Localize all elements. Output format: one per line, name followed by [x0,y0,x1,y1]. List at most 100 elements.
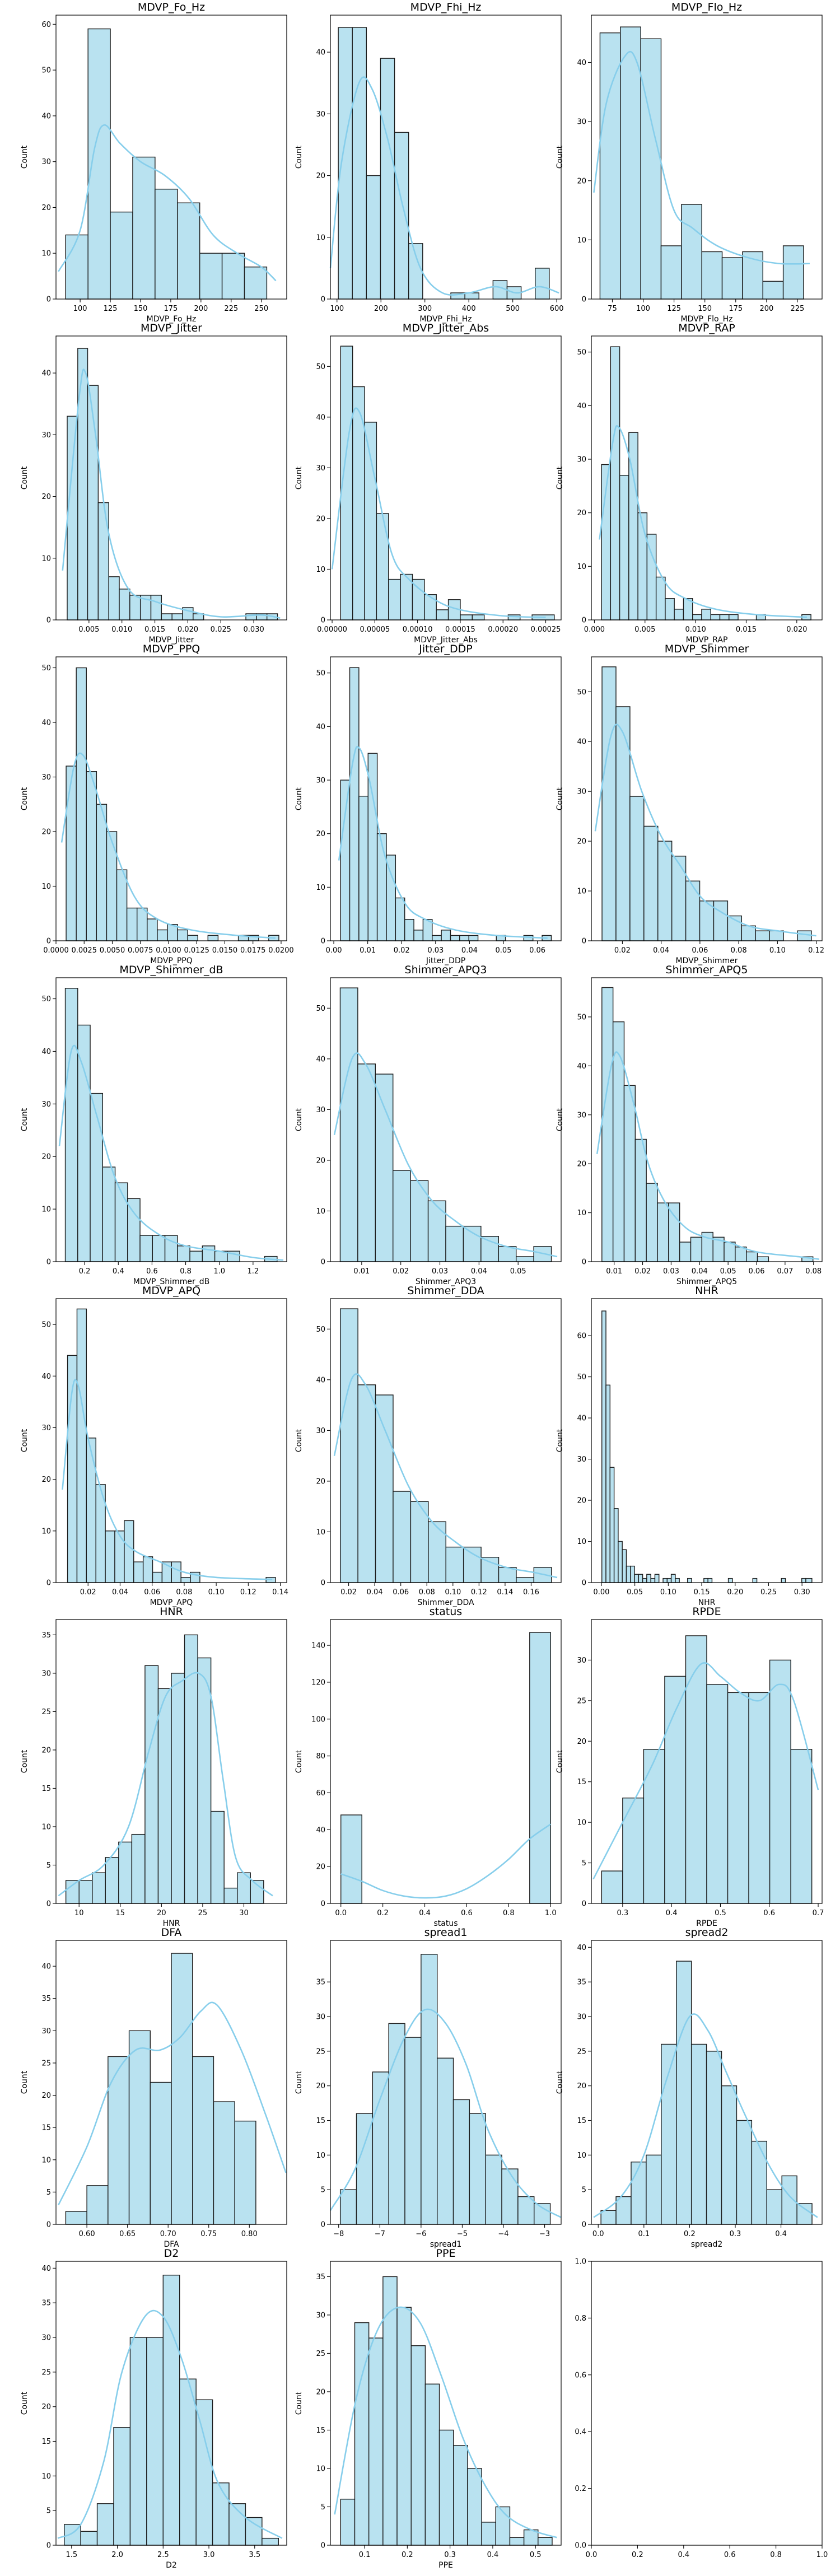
x-tick-label: 20 [157,1909,166,1917]
x-tick-label: 0.04 [461,946,478,955]
histogram-bar [666,1578,672,1583]
y-tick-label: 30 [41,773,51,782]
histogram-bar [613,1508,619,1583]
y-tick-label: 0 [582,1258,586,1267]
axes-frame [330,1940,562,2225]
x-tick-label: 125 [667,305,681,313]
y-axis-label: Count [20,466,29,489]
x-tick-label: 0.04 [653,946,669,955]
y-tick-label: 35 [41,2299,51,2308]
x-tick-label: 0.3 [617,1909,629,1917]
histogram-bar [670,1574,676,1583]
histogram-bar [396,2307,412,2546]
y-tick-label: 10 [316,566,325,574]
x-tick-label: 0.00005 [360,626,390,634]
histogram-bar [664,1676,687,1904]
x-axis-label: MDVP_Jitter [149,636,194,645]
y-axis-label: Count [295,787,304,810]
x-tick-label: 600 [550,305,564,313]
x-tick-label: 3.0 [203,2551,215,2559]
histogram-bar [654,1574,660,1583]
histogram-bar [105,1530,115,1583]
x-tick-label: 0.02 [394,946,410,955]
histogram-bar [605,1384,611,1583]
y-tick-label: 0 [46,937,51,946]
y-tick-label: 30 [577,118,586,127]
histogram-bar [108,576,120,620]
histogram-bar [108,2056,130,2225]
kde-curve [62,1379,273,1580]
x-tick-label: 0.20 [727,1588,743,1597]
axes-frame [55,656,287,941]
y-tick-label: 0 [582,937,586,946]
histogram-bar [78,1880,93,1904]
x-axis-label: Jitter_DDP [426,956,465,965]
y-axis-label: Count [295,1749,304,1773]
subplot-d2: 1.5 2.0 2.5 3.0 3.5 0 5 10 15 20 25 30 35 40 D2 D2 Count [20,2247,287,2570]
y-tick-label: 30 [316,777,325,785]
histogram-bar [177,1245,190,1262]
histogram-bar [642,1578,647,1583]
x-tick-label: 150 [134,305,148,313]
histogram-bar [349,667,360,941]
x-tick-label: 0.06 [144,1588,160,1597]
histogram-bar [210,1810,225,1904]
y-tick-label: 40 [577,738,586,746]
axes-frame [330,1298,562,1583]
histogram-bar [171,613,183,620]
x-tick-label: 0.2 [684,2230,696,2238]
y-tick-label: 0 [46,2542,51,2550]
histogram-bar [388,578,401,620]
histogram-bar [65,2211,87,2225]
histogram-bar [655,576,666,620]
subplot-title: spread1 [424,1926,468,1939]
y-tick-label: 15 [577,2117,586,2125]
y-tick-label: 10 [316,884,325,892]
histogram-bar [637,512,648,620]
histogram-bar [480,1236,499,1262]
histogram-bar [690,1236,703,1262]
x-tick-label: 0.30 [794,1588,810,1597]
histogram-bar [364,422,377,620]
histogram-bar [404,2037,422,2225]
histogram-bar [657,1202,669,1262]
histogram-bar [757,1256,769,1262]
subplot-mdvp-jitter-abs: 0.00000 0.00005 0.00010 0.00015 0.00020 0.000… [295,322,562,645]
x-axis-label: MDVP_RAP [686,636,728,645]
kde-curve [60,752,276,939]
subplot-title: Jitter_DDP [418,643,473,655]
histogram-bar [424,2383,440,2546]
histogram-bar [498,1567,517,1583]
x-tick-label: 250 [254,305,268,313]
y-tick-label: 10 [41,554,51,563]
histogram-bar [223,1887,238,1904]
histogram-bar [142,1556,153,1583]
histogram-bar [534,2203,551,2225]
histogram-bar [340,1814,362,1904]
x-tick-label: 0.0175 [240,946,266,955]
x-tick-label: 0.14 [272,1588,288,1597]
y-axis-label: Count [556,145,564,169]
kde-curve [57,2309,283,2539]
kde-curve [329,2008,562,2218]
histogram-bar [128,2030,151,2225]
histogram-bar [719,614,730,620]
y-tick-label: 20 [41,2092,51,2100]
x-tick-label: 0.0 [335,1909,347,1917]
histogram-bar [534,268,550,300]
y-tick-label: 10 [41,883,51,891]
x-tick-label: 0.5 [715,1909,726,1917]
histogram-bar [436,609,449,620]
y-tick-label: 20 [316,830,325,838]
histogram-bar [687,1578,692,1583]
x-tick-label: 0.6 [724,2551,736,2559]
subplot-mdvp-jitter: 0.005 0.010 0.015 0.020 0.025 0.030 0 10 20 30 40 M… [20,322,287,645]
histogram-bar [129,595,141,620]
histogram-bar [86,2185,109,2225]
subplot-dfa: 0.60 0.65 0.70 0.75 0.80 0 5 10 15 20 25 30 35 40 DFA D… [20,1926,287,2249]
y-tick-label: 30 [41,2027,51,2036]
x-tick-label: 0.4 [666,1909,678,1917]
x-tick-label: 0.14 [497,1588,513,1597]
histogram-bar [638,1574,643,1583]
x-tick-label: 0.0 [592,2230,604,2238]
